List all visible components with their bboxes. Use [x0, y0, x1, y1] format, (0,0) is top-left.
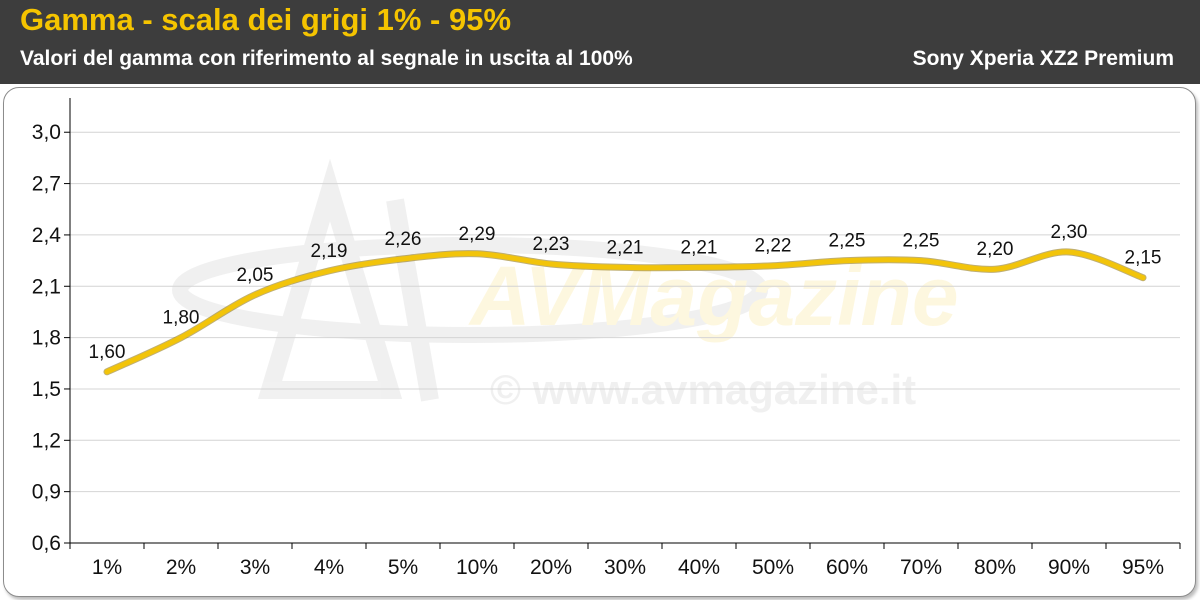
y-tick-label: 2,1: [32, 275, 61, 298]
data-point: [1140, 275, 1146, 281]
data-label: 2,25: [903, 231, 940, 252]
x-tick-label: 1%: [92, 556, 122, 579]
y-tick-label: 1,2: [32, 429, 61, 452]
data-label: 2,22: [755, 236, 792, 257]
data-point: [1066, 249, 1072, 255]
x-axis-ticks: 1% 2% 3% 4% 5% 10% 20% 30% 40% 50% 60% 70% 80% 90% 95%: [69, 543, 1181, 579]
watermark-url: © www.avmagazine.it: [490, 366, 916, 413]
chart-axes: [69, 98, 1180, 544]
data-label: 2,25: [829, 231, 866, 252]
data-point: [104, 369, 110, 375]
device-name: Sony Xperia XZ2 Premium: [912, 47, 1174, 70]
data-point: [622, 264, 628, 270]
data-point: [178, 335, 184, 341]
data-point: [326, 268, 332, 274]
x-tick-label: 3%: [240, 556, 270, 579]
x-tick-label: 4%: [314, 556, 344, 579]
data-label: 2,29: [459, 224, 496, 245]
data-point: [548, 261, 554, 267]
watermark-av-shape: [257, 158, 439, 402]
y-tick-label: 2,4: [32, 224, 62, 247]
data-label: 2,15: [1125, 248, 1162, 269]
y-tick-label: 0,6: [32, 532, 61, 555]
data-point: [844, 258, 850, 264]
x-tick-label: 5%: [388, 556, 418, 579]
watermark-swoosh: [172, 237, 768, 343]
data-label: 2,05: [237, 265, 274, 286]
data-labels: 1,60 1,80 2,05 2,19 2,26 2,29 2,23 2,21 2,21 2,22…: [89, 222, 1162, 363]
y-tick-label: 1,8: [32, 327, 61, 350]
x-tick-label: 40%: [678, 556, 720, 579]
data-label: 2,20: [977, 239, 1014, 260]
data-label: 2,23: [533, 234, 570, 255]
data-label: 2,30: [1051, 222, 1088, 243]
gamma-series: [103, 248, 1147, 376]
data-label: 2,21: [681, 237, 718, 258]
x-tick-label: 20%: [530, 556, 572, 579]
chart-title: Gamma - scala dei grigi 1% - 95%: [20, 2, 512, 37]
data-label: 1,60: [89, 342, 126, 363]
x-tick-label: 50%: [752, 556, 794, 579]
x-tick-label: 30%: [604, 556, 646, 579]
chart-header: Gamma - scala dei grigi 1% - 95% Valori …: [0, 0, 1200, 84]
y-tick-label: 2,7: [32, 173, 61, 196]
y-tick-label: 1,5: [32, 378, 61, 401]
data-point: [400, 256, 406, 262]
data-point: [696, 264, 702, 270]
x-tick-label: 80%: [974, 556, 1016, 579]
data-point: [474, 251, 480, 257]
data-point: [918, 258, 924, 264]
y-tick-label: 0,9: [32, 481, 61, 504]
x-tick-label: 60%: [826, 556, 868, 579]
y-axis-ticks: 0,6 0,9 1,2 1,5 1,8 2,1 2,4 2,7 3,0: [32, 121, 70, 555]
y-tick-label: 3,0: [32, 121, 61, 144]
x-tick-label: 95%: [1122, 556, 1164, 579]
x-tick-label: 70%: [900, 556, 942, 579]
data-label: 1,80: [163, 308, 200, 329]
data-label: 2,26: [385, 229, 422, 250]
x-tick-label: 2%: [166, 556, 196, 579]
data-point: [992, 266, 998, 272]
data-point: [770, 263, 776, 269]
x-tick-label: 90%: [1048, 556, 1090, 579]
chart-subtitle: Valori del gamma con riferimento al segn…: [20, 47, 633, 70]
data-point: [252, 292, 258, 298]
data-label: 2,19: [311, 241, 348, 262]
watermark-logo: AVMagazine © www.avmagazine.it: [172, 158, 959, 413]
grid-lines: [70, 131, 1180, 493]
data-label: 2,21: [607, 237, 644, 258]
x-tick-label: 10%: [456, 556, 498, 579]
plot-area-card: [3, 87, 1196, 597]
